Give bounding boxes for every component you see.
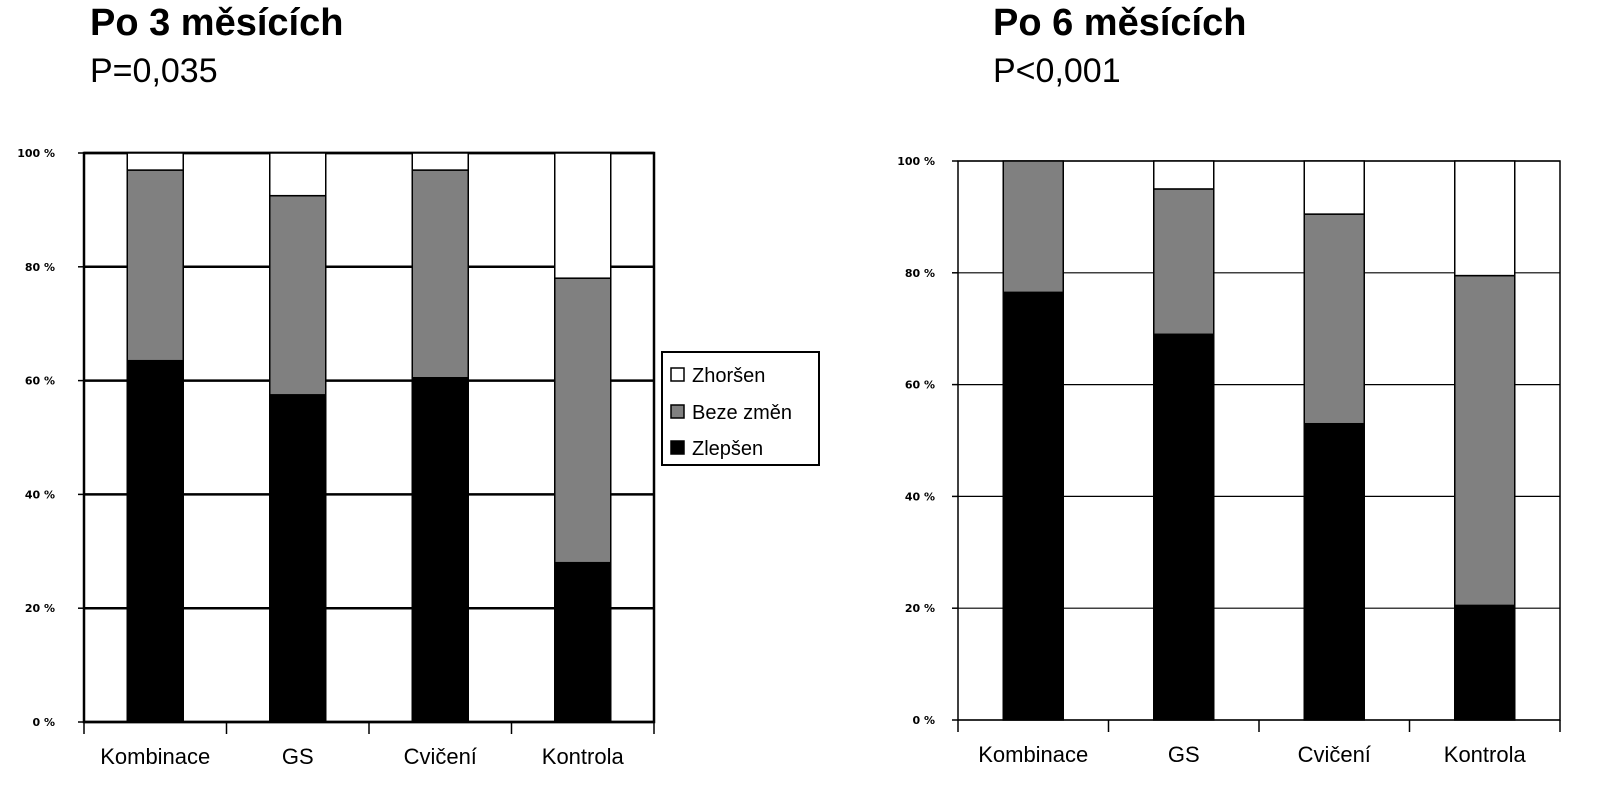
bar-segment-zlepšen [1153, 333, 1215, 721]
bar-segment-zlepšen [1303, 422, 1365, 721]
y-tick-label: 100 % [897, 155, 935, 168]
chart-1: 0 % 20 % 40 % 60 % 80 % 100 % Kombinace GS Cviče… [17, 147, 656, 769]
bar-segment-zhoršen [1303, 160, 1365, 215]
y-tick-label: 80 % [25, 261, 55, 274]
bar-segment-beze-změn [554, 277, 612, 564]
y-tick-label: 100 % [17, 147, 55, 160]
bar-segment-beze-změn [1303, 213, 1365, 425]
bar-segment-zlepšen [1002, 291, 1064, 721]
y-tick-label: 40 % [25, 488, 55, 501]
legend-item-worse: Zhoršen [670, 365, 765, 387]
x-category-label: Kombinace [100, 744, 210, 769]
y-tick-label: 0 % [912, 714, 935, 727]
bar-segment-beze-změn [1153, 188, 1215, 336]
bar-segment-zlepšen [269, 394, 327, 723]
legend-box [661, 351, 820, 466]
bar-segment-zlepšen [1454, 604, 1516, 721]
x-category-label: Kombinace [978, 742, 1088, 767]
x-category-label: GS [1168, 742, 1200, 767]
legend-swatch-worse [670, 367, 685, 382]
bar-segment-beze-změn [126, 169, 184, 362]
chart-2: 0 % 20 % 40 % 60 % 80 % 100 % Kombinace GS Cviče… [897, 155, 1561, 767]
bar-segment-zhoršen [411, 152, 469, 171]
legend-label-worse: Zhoršen [692, 365, 765, 387]
legend-label-improved: Zlepšen [692, 438, 763, 460]
y-tick-label: 20 % [905, 602, 935, 615]
bar-segment-zhoršen [269, 152, 327, 197]
legend-item-improved: Zlepšen [670, 438, 763, 460]
chart-1-subtitle: P=0,035 [90, 52, 218, 90]
y-tick-label: 60 % [25, 375, 55, 388]
bar-segment-beze-změn [1002, 160, 1064, 294]
legend-swatch-unchanged [670, 404, 685, 419]
bar-segment-beze-změn [411, 169, 469, 379]
bar-segment-zhoršen [1153, 160, 1215, 190]
bar-segment-zlepšen [126, 359, 184, 723]
y-tick-label: 60 % [905, 379, 935, 392]
chart-1-title: Po 3 měsících [90, 2, 344, 44]
y-tick-label: 20 % [25, 602, 55, 615]
x-category-label: Cvičení [1298, 742, 1371, 767]
bar-segment-zlepšen [411, 377, 469, 723]
x-category-label: Cvičení [404, 744, 477, 769]
legend-label-unchanged: Beze změn [692, 402, 792, 424]
x-category-label: Kontrola [1444, 742, 1527, 767]
bar-segment-zhoršen [1454, 160, 1516, 277]
x-category-label: Kontrola [542, 744, 625, 769]
chart-2-subtitle: P<0,001 [993, 52, 1121, 90]
legend-item-unchanged: Beze změn [670, 402, 792, 424]
bar-segment-zhoršen [126, 152, 184, 171]
chart-2-title: Po 6 měsících [993, 2, 1247, 44]
y-tick-label: 0 % [32, 716, 55, 729]
bar-segment-beze-změn [1454, 274, 1516, 607]
legend: Zhoršen Beze změn Zlepšen [661, 351, 820, 466]
bar-segment-beze-změn [269, 194, 327, 396]
y-tick-label: 80 % [905, 267, 935, 280]
y-tick-label: 40 % [905, 490, 935, 503]
legend-swatch-improved [670, 440, 685, 455]
bar-segment-zhoršen [554, 152, 612, 279]
x-category-label: GS [282, 744, 314, 769]
bar-segment-zlepšen [554, 561, 612, 723]
